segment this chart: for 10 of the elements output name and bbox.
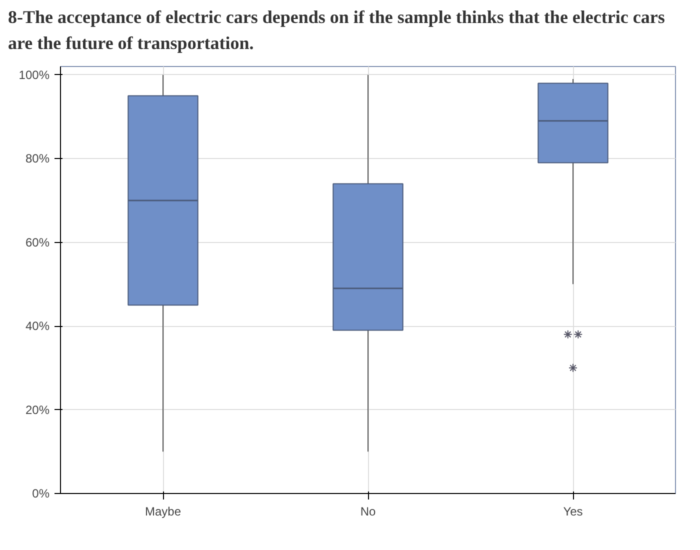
x-tick-label: Yes: [563, 504, 583, 519]
x-tick-label: No: [360, 504, 376, 519]
y-tick-label: 100%: [18, 68, 50, 82]
x-tick-label: Maybe: [144, 504, 182, 519]
y-tick-label: 0%: [32, 486, 50, 501]
chart-title: 8-The acceptance of electric cars depends on if the sample thinks that the electric cars are the future of transportation.: [8, 6, 666, 55]
y-tick-label: 20%: [25, 403, 50, 418]
y-tick-label: 60%: [25, 236, 50, 250]
y-tick-label: 40%: [25, 319, 50, 334]
y-tick-label: 80%: [25, 152, 50, 166]
